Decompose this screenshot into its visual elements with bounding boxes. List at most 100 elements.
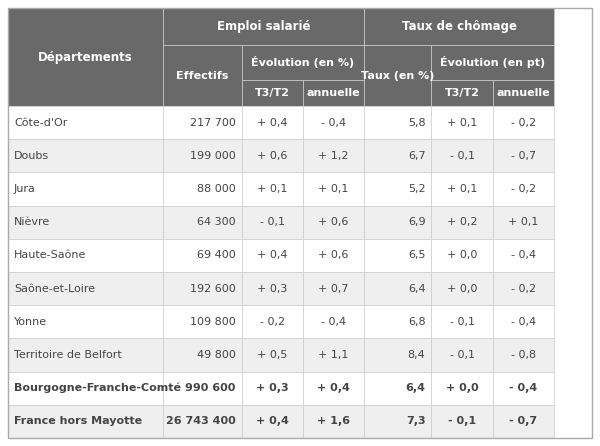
Bar xyxy=(364,173,431,206)
Bar xyxy=(8,239,163,272)
Text: 69 400: 69 400 xyxy=(197,250,236,260)
Text: Départements: Départements xyxy=(38,50,133,63)
Bar xyxy=(431,139,493,173)
Bar xyxy=(431,239,493,272)
Bar xyxy=(8,173,163,206)
Bar xyxy=(8,8,163,106)
Text: + 0,4: + 0,4 xyxy=(317,383,350,393)
Text: Bourgogne-Franche-Comté: Bourgogne-Franche-Comté xyxy=(14,383,181,393)
Bar xyxy=(364,206,431,239)
Text: annuelle: annuelle xyxy=(497,88,550,98)
Text: - 0,4: - 0,4 xyxy=(509,383,538,393)
Text: + 0,3: + 0,3 xyxy=(257,284,287,293)
Bar xyxy=(303,139,364,173)
Bar xyxy=(163,106,242,139)
Text: 217 700: 217 700 xyxy=(190,118,236,128)
Text: 6,9: 6,9 xyxy=(408,217,425,227)
Text: + 0,1: + 0,1 xyxy=(319,184,349,194)
Bar xyxy=(303,106,364,139)
Text: 192 600: 192 600 xyxy=(190,284,236,293)
Bar xyxy=(364,372,431,405)
Bar xyxy=(493,339,554,372)
Text: Yonne: Yonne xyxy=(14,317,47,327)
Text: + 0,4: + 0,4 xyxy=(257,250,287,260)
Text: Effectifs: Effectifs xyxy=(176,70,229,81)
Bar xyxy=(493,139,554,173)
Text: + 0,1: + 0,1 xyxy=(447,184,477,194)
Bar xyxy=(242,405,303,438)
Bar xyxy=(431,206,493,239)
Bar xyxy=(431,405,493,438)
Bar xyxy=(8,305,163,339)
Text: - 0,1: - 0,1 xyxy=(449,350,475,360)
Bar xyxy=(493,106,554,139)
Bar xyxy=(242,79,303,106)
Text: + 0,6: + 0,6 xyxy=(319,250,349,260)
Bar xyxy=(163,272,242,305)
Bar xyxy=(242,372,303,405)
Bar xyxy=(364,305,431,339)
Text: - 0,2: - 0,2 xyxy=(511,184,536,194)
Text: 990 600: 990 600 xyxy=(185,383,236,393)
Bar xyxy=(364,239,431,272)
Text: 49 800: 49 800 xyxy=(197,350,236,360)
Text: 7,3: 7,3 xyxy=(406,417,425,426)
Text: Doubs: Doubs xyxy=(14,151,49,161)
Bar xyxy=(242,305,303,339)
Bar xyxy=(431,173,493,206)
Bar xyxy=(163,305,242,339)
Bar xyxy=(493,305,554,339)
Text: - 0,1: - 0,1 xyxy=(449,317,475,327)
Text: + 0,4: + 0,4 xyxy=(257,118,287,128)
Text: Taux de chômage: Taux de chômage xyxy=(401,20,517,33)
Bar xyxy=(364,45,431,106)
Bar xyxy=(163,139,242,173)
Text: - 0,4: - 0,4 xyxy=(511,317,536,327)
Bar xyxy=(303,405,364,438)
Bar xyxy=(364,8,554,45)
Text: 6,4: 6,4 xyxy=(406,383,425,393)
Bar xyxy=(493,239,554,272)
Text: + 0,5: + 0,5 xyxy=(257,350,287,360)
Text: 6,5: 6,5 xyxy=(408,250,425,260)
Bar xyxy=(431,339,493,372)
Text: 6,8: 6,8 xyxy=(408,317,425,327)
Text: + 0,0: + 0,0 xyxy=(447,250,477,260)
Text: + 1,1: + 1,1 xyxy=(319,350,349,360)
Bar xyxy=(163,405,242,438)
Text: 64 300: 64 300 xyxy=(197,217,236,227)
Text: Haute-Saône: Haute-Saône xyxy=(14,250,86,260)
Bar xyxy=(242,106,303,139)
Text: + 0,6: + 0,6 xyxy=(319,217,349,227)
Text: - 0,1: - 0,1 xyxy=(260,217,285,227)
Bar xyxy=(242,45,364,79)
Text: 26 743 400: 26 743 400 xyxy=(166,417,236,426)
Text: - 0,2: - 0,2 xyxy=(511,284,536,293)
Text: - 0,8: - 0,8 xyxy=(511,350,536,360)
Text: 5,2: 5,2 xyxy=(408,184,425,194)
Text: 6,4: 6,4 xyxy=(408,284,425,293)
Text: + 0,1: + 0,1 xyxy=(508,217,539,227)
Text: - 0,4: - 0,4 xyxy=(321,118,346,128)
Text: Évolution (en %): Évolution (en %) xyxy=(251,56,355,68)
Bar xyxy=(431,79,493,106)
Bar xyxy=(163,239,242,272)
Bar xyxy=(8,206,163,239)
Text: T3/T2: T3/T2 xyxy=(445,88,479,98)
Bar xyxy=(8,272,163,305)
Bar xyxy=(303,79,364,106)
Bar xyxy=(493,405,554,438)
Text: + 1,6: + 1,6 xyxy=(317,417,350,426)
Bar xyxy=(163,8,364,45)
Bar xyxy=(364,405,431,438)
Text: - 0,4: - 0,4 xyxy=(511,250,536,260)
Text: - 0,4: - 0,4 xyxy=(321,317,346,327)
Bar xyxy=(431,272,493,305)
Text: Évolution (en pt): Évolution (en pt) xyxy=(440,56,545,68)
Bar xyxy=(163,173,242,206)
Bar xyxy=(303,173,364,206)
Text: + 0,4: + 0,4 xyxy=(256,417,289,426)
Text: T3/T2: T3/T2 xyxy=(255,88,290,98)
Bar xyxy=(493,79,554,106)
Bar xyxy=(8,106,163,139)
